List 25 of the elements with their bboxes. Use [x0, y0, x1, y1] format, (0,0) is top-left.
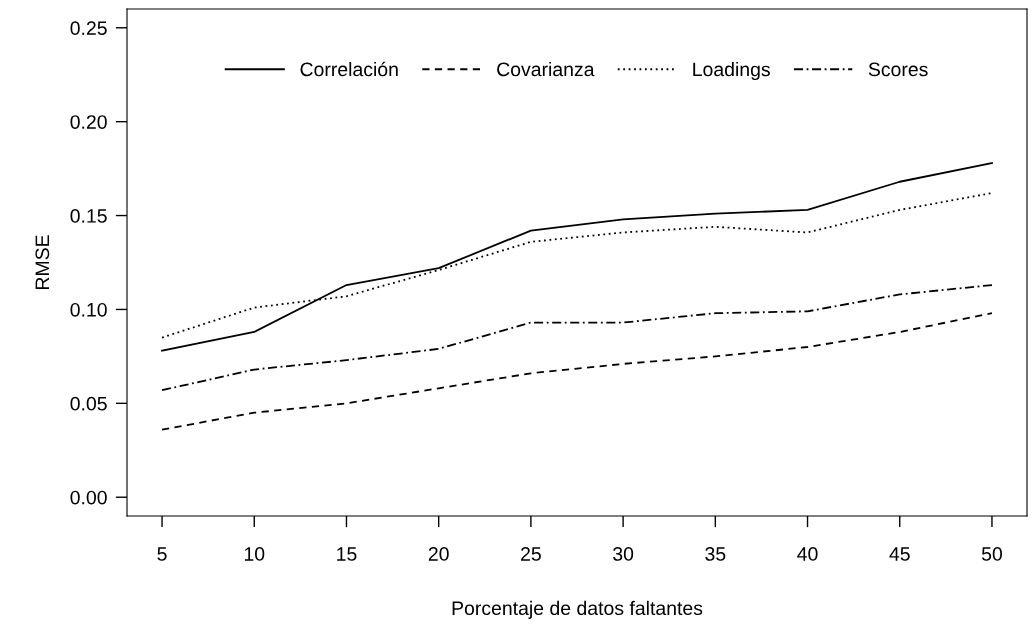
x-tick-label: 5 [157, 547, 167, 561]
x-tick-label: 20 [428, 547, 449, 561]
x-axis-title: Porcentaje de datos faltantes [452, 600, 703, 619]
x-tick-label: 50 [981, 547, 1003, 561]
x-tick-label: 25 [521, 547, 541, 561]
line-series [161, 284, 993, 392]
legend-label: Loadings [693, 61, 770, 81]
legend-label: Covarianza [497, 61, 595, 77]
x-tick-label: 15 [337, 547, 357, 561]
x-tick-label: 30 [613, 547, 634, 561]
y-tick-label: 0.25 [70, 21, 107, 36]
y-tick-label: 0.15 [70, 209, 107, 223]
x-tick-label: 40 [797, 547, 818, 561]
y-tick-label: 0.10 [70, 302, 107, 317]
line-series [161, 312, 993, 431]
y-axis-title: RMSE [35, 235, 50, 289]
x-tick-label: 10 [244, 547, 265, 561]
x-tick-label: 45 [889, 547, 910, 561]
legend-label: Correlación [300, 61, 398, 77]
y-tick-label: 0.20 [70, 115, 107, 129]
y-tick-label: 0.05 [70, 396, 107, 411]
y-tick-label: 0.00 [70, 490, 107, 505]
legend-label: Scores [868, 62, 928, 77]
line-series [161, 162, 993, 352]
x-tick-label: 35 [705, 547, 726, 561]
